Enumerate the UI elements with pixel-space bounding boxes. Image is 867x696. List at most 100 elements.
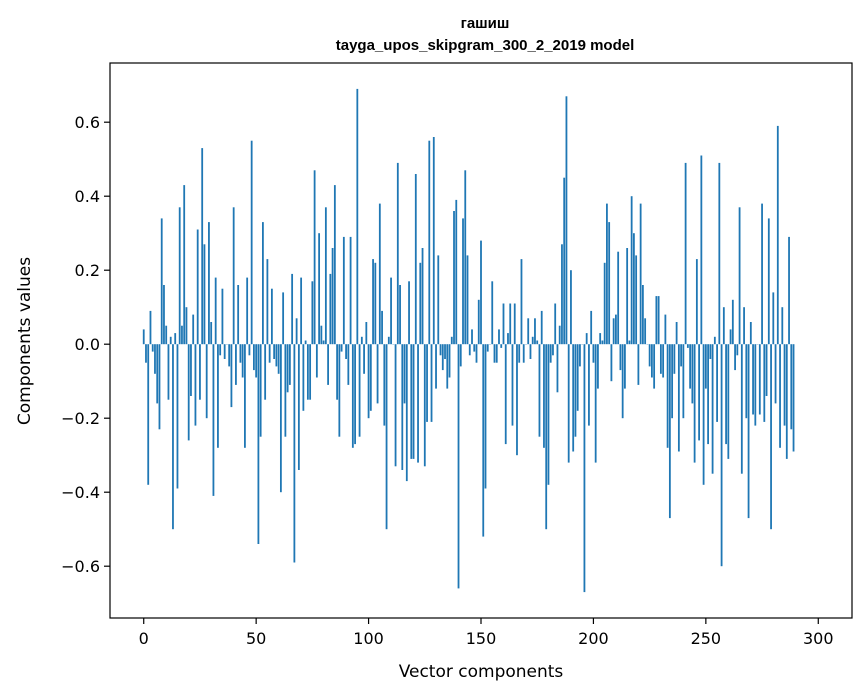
bar: [333, 185, 336, 345]
bar: [671, 344, 674, 419]
x-axis-ticks: 0 50 100 150 200 250 300: [139, 618, 834, 648]
bar: [668, 344, 671, 519]
bar: [718, 162, 721, 345]
bar: [295, 318, 298, 345]
bar: [716, 344, 718, 422]
bar: [246, 277, 249, 345]
bar: [779, 344, 781, 448]
bar: [313, 170, 316, 345]
bar: [396, 162, 399, 345]
bar: [412, 344, 415, 459]
bar: [783, 344, 786, 426]
bar: [205, 344, 208, 419]
bar: [749, 322, 752, 345]
bar: [707, 344, 709, 445]
bar: [311, 281, 314, 345]
bar: [704, 344, 707, 389]
bar: [277, 344, 280, 374]
bar: [259, 344, 262, 437]
bar: [255, 344, 258, 378]
bar: [745, 344, 748, 419]
bar: [347, 344, 350, 385]
bar: [711, 344, 714, 474]
bar: [356, 88, 359, 345]
y-tick-label: −0.4: [61, 483, 100, 502]
bar: [338, 344, 341, 437]
bar: [190, 344, 192, 396]
bar: [165, 325, 168, 345]
bar: [597, 344, 599, 389]
bar: [331, 248, 334, 345]
bar: [725, 344, 727, 445]
bar: [552, 344, 554, 356]
bar: [558, 325, 561, 345]
bar: [498, 329, 500, 345]
bar: [351, 344, 354, 448]
bar: [235, 344, 237, 385]
bar: [624, 344, 626, 389]
bar: [659, 344, 662, 374]
bar: [612, 318, 615, 345]
bar: [754, 344, 757, 426]
bar: [444, 344, 446, 359]
bar: [491, 281, 494, 345]
y-tick-label: 0.4: [75, 187, 100, 206]
bar: [284, 344, 287, 437]
bar: [390, 277, 392, 345]
bar: [509, 303, 512, 345]
bar: [752, 344, 754, 415]
bar: [473, 344, 476, 352]
bar: [230, 344, 233, 408]
y-tick-label: 0.6: [75, 113, 100, 132]
bar: [734, 344, 736, 371]
bar: [536, 340, 539, 345]
bar: [163, 285, 165, 345]
bar: [576, 344, 579, 411]
bar: [531, 336, 534, 345]
bar: [300, 277, 303, 345]
bar: [495, 344, 498, 363]
bar: [603, 262, 606, 345]
bar: [172, 344, 174, 530]
bar: [761, 203, 763, 345]
y-tick-label: −0.2: [61, 409, 100, 428]
bar: [610, 344, 613, 382]
bar: [385, 344, 388, 530]
bar: [151, 344, 154, 352]
bar: [304, 340, 307, 345]
bar: [244, 344, 246, 448]
bar: [464, 170, 467, 345]
bar: [563, 177, 566, 345]
bar: [702, 344, 705, 485]
bar: [210, 322, 213, 345]
bar: [223, 344, 226, 359]
bar: [279, 344, 282, 493]
bar: [403, 344, 406, 404]
bar: [154, 344, 156, 374]
bar: [554, 303, 557, 345]
bar: [617, 251, 620, 345]
bar: [324, 207, 327, 345]
bar: [457, 344, 460, 589]
bar: [228, 344, 231, 367]
bar: [776, 125, 779, 345]
bar: [282, 292, 285, 345]
bar: [770, 344, 772, 530]
bar: [480, 240, 482, 345]
bar: [633, 233, 635, 345]
bar: [174, 333, 177, 345]
bar: [698, 344, 700, 441]
bar: [349, 236, 352, 345]
bar: [574, 344, 577, 437]
bar: [500, 344, 503, 348]
bar: [417, 344, 419, 463]
bar: [583, 344, 586, 593]
bar: [345, 344, 347, 359]
bar: [684, 162, 687, 345]
bar: [502, 303, 505, 345]
bar: [322, 340, 325, 345]
bar: [729, 329, 732, 345]
bar: [160, 218, 163, 345]
bar: [466, 255, 469, 345]
bar: [592, 344, 595, 363]
